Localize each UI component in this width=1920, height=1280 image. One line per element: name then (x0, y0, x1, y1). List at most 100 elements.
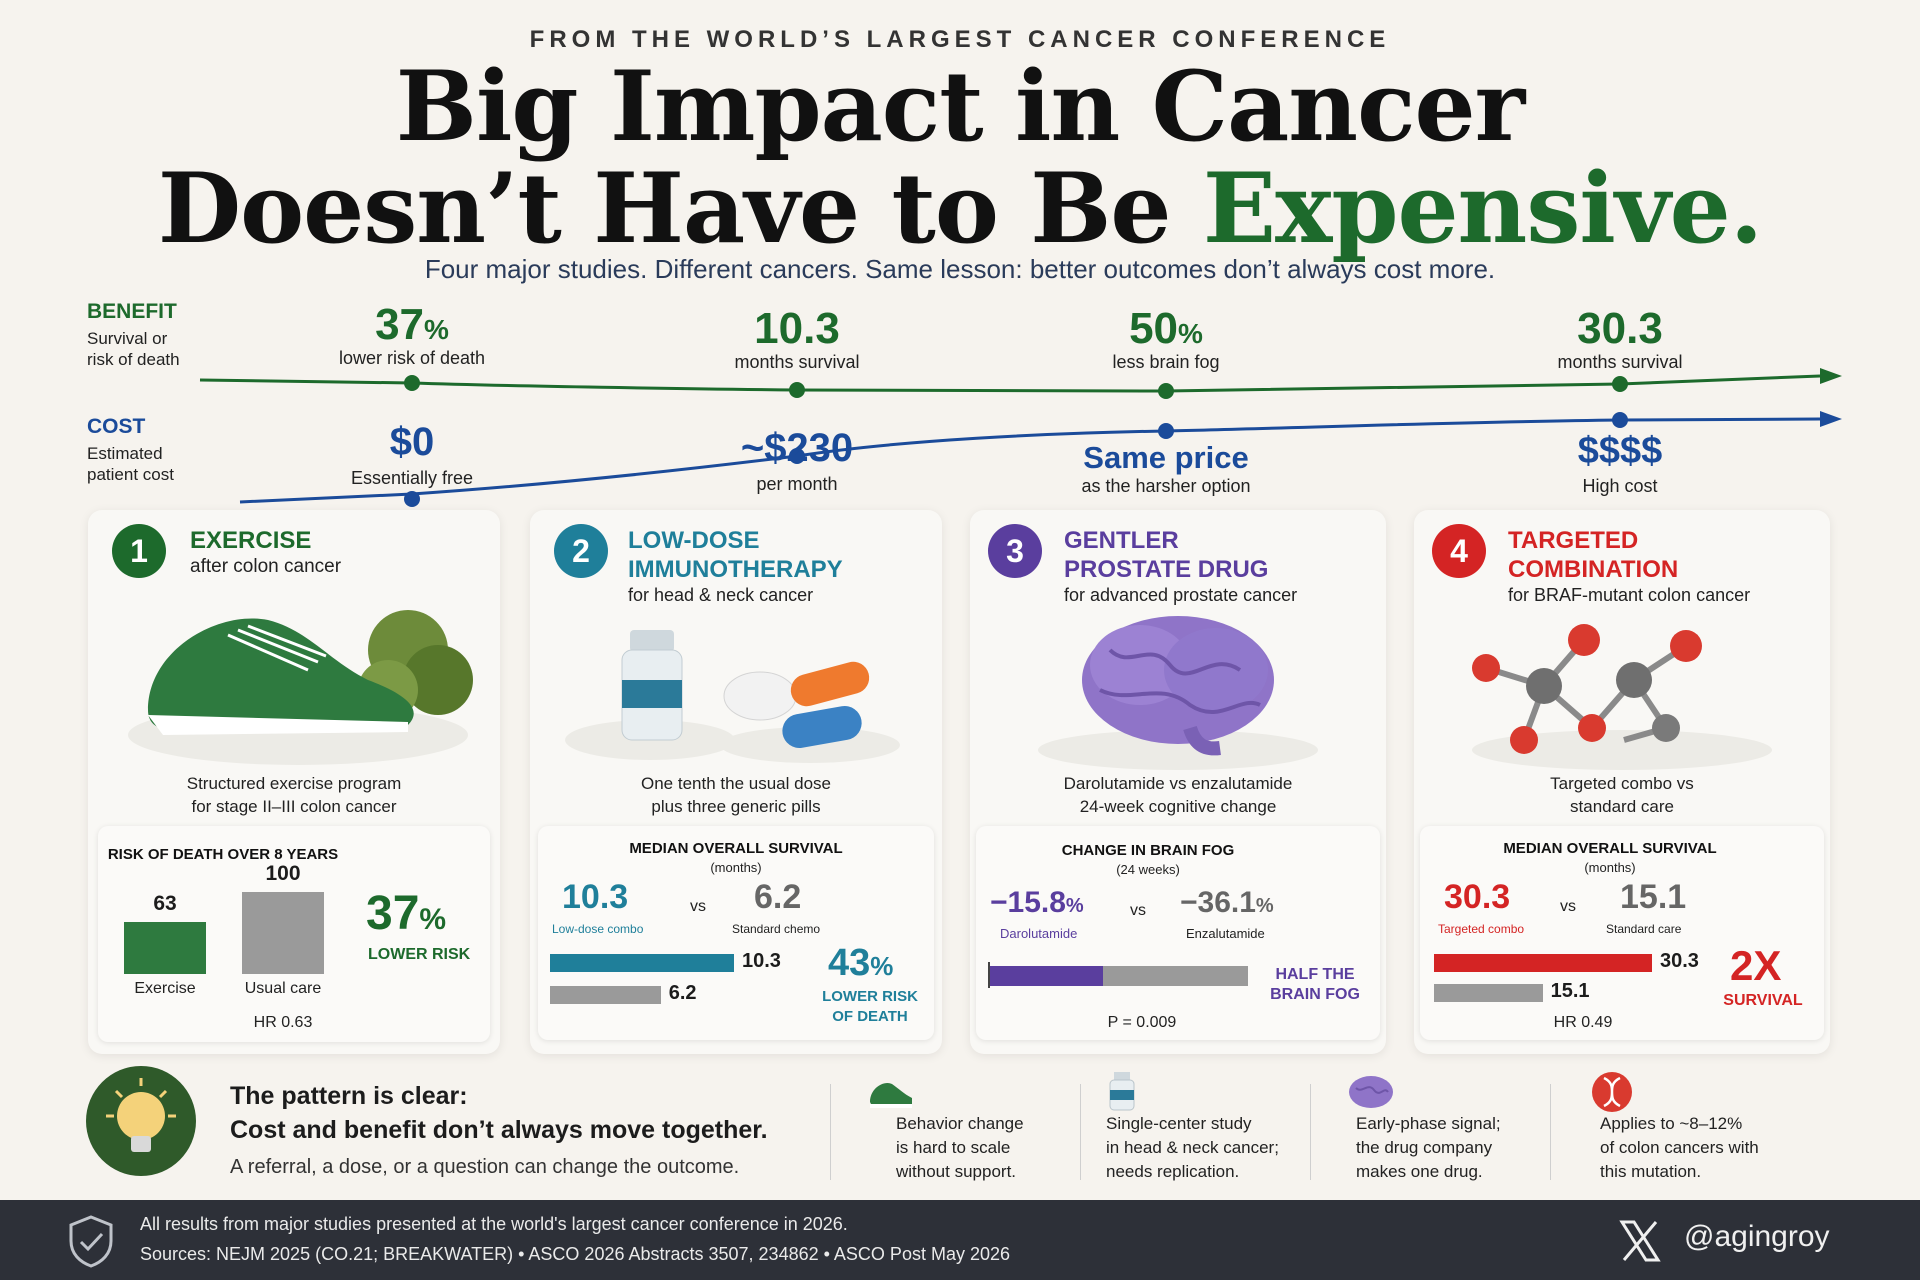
benefit-value-1: 37% (375, 300, 449, 349)
big-stat-caption: SURVIVAL (1723, 992, 1803, 1009)
card-desc-2: standard care (1570, 797, 1674, 816)
stat-title: MEDIAN OVERALL SURVIVAL (1503, 840, 1717, 857)
note-3-line2: the drug company (1356, 1138, 1493, 1157)
footer-line2: Sources: NEJM 2025 (CO.21; BREAKWATER) •… (140, 1244, 1011, 1264)
value-a: 30.3 (1444, 878, 1511, 916)
vial-and-pills-icon (565, 630, 900, 763)
bar-usual-care (242, 892, 324, 974)
stat-unit: (months) (1584, 860, 1636, 875)
card-title-line2: COMBINATION (1508, 556, 1679, 583)
card-subtitle: for advanced prostate cancer (1064, 585, 1298, 605)
label-b: Standard care (1606, 922, 1682, 936)
label-b: Standard chemo (732, 922, 821, 936)
big-stat: 37% (366, 887, 447, 940)
cost-value-2: ~$230 (740, 426, 854, 470)
benefit-caption-2: months survival (734, 352, 860, 372)
stat-box: MEDIAN OVERALL SURVIVAL (months) 10.3 Lo… (538, 826, 934, 1040)
big-stat: 43% (828, 942, 894, 984)
card-desc-1: Darolutamide vs enzalutamide (1063, 774, 1293, 793)
cost-dot (1612, 412, 1628, 428)
cost-value-3: Same price (1083, 440, 1249, 475)
value-a: −15.8% (990, 886, 1084, 919)
cost-sub1: Estimated (87, 444, 163, 463)
card-title-line1: LOW-DOSE (628, 527, 760, 554)
stat-title: CHANGE IN BRAIN FOG (1061, 842, 1235, 859)
big-stat-caption-1: LOWER RISK (822, 988, 918, 1005)
bar-value: 6.2 (668, 982, 697, 1004)
vs-label: vs (1130, 902, 1146, 919)
vs-label: vs (690, 898, 706, 915)
bar-value: 100 (265, 862, 301, 885)
bar-value: 10.3 (742, 950, 781, 972)
note-2-line2: in head & neck cancer; (1106, 1138, 1279, 1157)
label-b: Enzalutamide (1186, 926, 1265, 941)
stat-title: MEDIAN OVERALL SURVIVAL (629, 840, 843, 857)
stat-box: CHANGE IN BRAIN FOG (24 weeks) −15.8% Da… (976, 826, 1380, 1040)
benefit-value-4: 30.3 (1577, 304, 1663, 353)
note-4-line2: of colon cancers with (1600, 1138, 1759, 1157)
molecule-icon (1472, 624, 1772, 770)
stat-box: MEDIAN OVERALL SURVIVAL (months) 30.3 Ta… (1420, 826, 1824, 1040)
benefit-dot (404, 375, 420, 391)
bar-exercise (124, 922, 206, 974)
card-title-line1: GENTLER (1064, 527, 1179, 554)
social-handle[interactable]: @agingroy (1684, 1220, 1830, 1253)
card-desc-2: plus three generic pills (651, 797, 821, 816)
page-title-line1: Big Impact in Cancer (395, 50, 1525, 163)
title-pre: Doesn’t Have to Be (157, 152, 1203, 265)
shield-check-icon (69, 1215, 113, 1268)
value-b: 6.2 (754, 878, 802, 916)
card-subtitle: after colon cancer (190, 556, 342, 577)
lightbulb-icon (86, 1066, 196, 1176)
card-title-line2: IMMUNOTHERAPY (628, 556, 843, 583)
bar-targeted-combo (1434, 954, 1652, 972)
bar-value: 30.3 (1660, 950, 1699, 972)
card-number: 3 (988, 524, 1042, 578)
card-title-line2: PROSTATE DRUG (1064, 556, 1269, 583)
note-2-line1: Single-center study (1106, 1114, 1252, 1133)
divider (1550, 1084, 1551, 1180)
bar-value: 15.1 (1550, 980, 1590, 1002)
running-shoe-icon (128, 610, 473, 765)
note-1-line2: is hard to scale (896, 1138, 1011, 1157)
cost-dot (789, 448, 805, 464)
label-a: Low-dose combo (552, 922, 644, 936)
card-title: EXERCISE (190, 527, 312, 554)
bar-standard-chemo (550, 986, 661, 1004)
card-exercise: 1 EXERCISE after colon cancer Structured… (88, 510, 500, 1054)
note-3-line1: Early-phase signal; (1356, 1114, 1501, 1133)
big-stat: 2X (1730, 942, 1782, 989)
stat-footer: P = 0.009 (1107, 1014, 1177, 1031)
pattern-title-1: The pattern is clear: (230, 1082, 468, 1110)
cost-dot (404, 491, 420, 507)
divider (1080, 1084, 1081, 1180)
stat-footer: HR 0.49 (1553, 1014, 1613, 1031)
cost-caption-3: as the harsher option (1081, 476, 1251, 496)
card-title-line1: TARGETED (1508, 527, 1639, 554)
bar-darolutamide (990, 966, 1103, 986)
cost-dot (1158, 423, 1174, 439)
page-title-line2: Doesn’t Have to Be Expensive. (0, 152, 1920, 265)
benefit-value-2: 10.3 (754, 304, 840, 353)
note-2-line3: needs replication. (1106, 1162, 1240, 1181)
card-targeted-combination: 4 TARGETED COMBINATION for BRAF-mutant c… (1414, 510, 1830, 1054)
benefit-caption-1: lower risk of death (338, 348, 486, 368)
bar-group-b: 100 (242, 862, 324, 1046)
big-stat-caption-2: OF DEATH (832, 1008, 908, 1025)
benefit-sub1: Survival or (87, 329, 168, 348)
big-stat-caption-2: BRAIN FOG (1270, 986, 1360, 1003)
card-desc-2: for stage II–III colon cancer (191, 797, 397, 816)
benefit-label: BENEFIT (87, 300, 177, 323)
label-a: Darolutamide (1000, 926, 1078, 941)
stat-box: RISK OF DEATH OVER 8 YEARS 63 100 Exerci… (98, 826, 490, 1042)
benefit-value-3: 50% (1129, 304, 1203, 353)
benefit-caption-3: less brain fog (1112, 352, 1220, 372)
bar-low-dose (550, 954, 734, 972)
cost-value-1: $0 (389, 420, 435, 464)
card-subtitle: for BRAF-mutant colon cancer (1508, 585, 1751, 605)
value-a: 10.3 (562, 878, 629, 916)
title-accent: Expensive. (1202, 152, 1763, 265)
bar-label-exercise: Exercise (134, 980, 196, 997)
dna-icon (1592, 1072, 1632, 1112)
card-desc-1: Structured exercise program (186, 774, 402, 793)
